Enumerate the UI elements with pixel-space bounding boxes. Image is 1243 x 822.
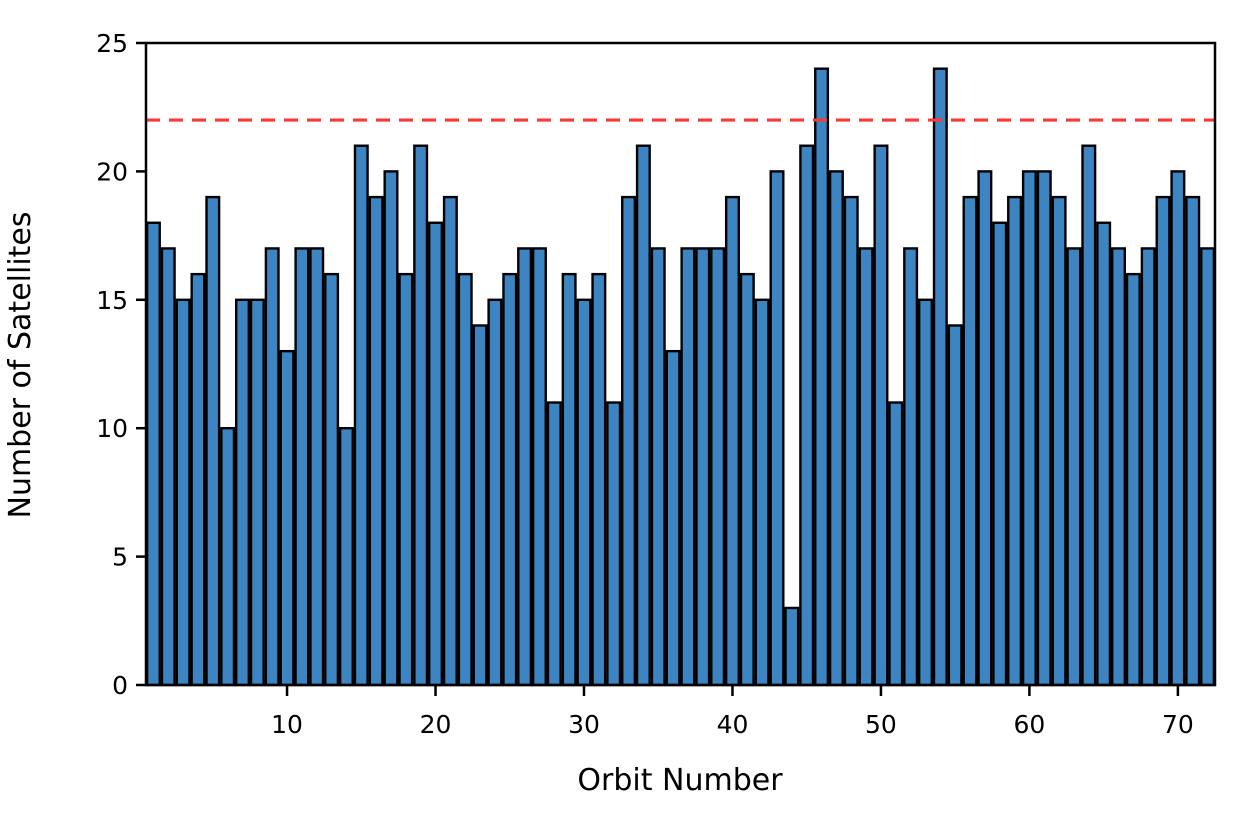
bar: [1096, 221, 1112, 687]
ticks-layer: 0 5 10 15 20 25 10 20 30 40 50 60 70: [96, 29, 1194, 739]
bar: [457, 272, 473, 687]
bar: [665, 349, 681, 687]
bar: [398, 272, 414, 687]
bar: [724, 195, 740, 687]
bar: [145, 221, 161, 687]
bar: [680, 247, 696, 687]
x-tick-label: 60: [1014, 710, 1046, 739]
x-tick-label: 50: [865, 710, 897, 739]
y-tick-label: 5: [112, 543, 128, 572]
bar: [428, 221, 444, 687]
y-tick-label: 10: [96, 414, 128, 443]
bar: [175, 298, 191, 687]
bar: [546, 401, 562, 687]
bar: [309, 247, 325, 687]
bar: [799, 144, 815, 687]
bar: [1110, 247, 1126, 687]
bar: [487, 298, 503, 687]
bar: [814, 67, 830, 687]
bar: [754, 298, 770, 687]
bar: [561, 272, 577, 687]
bar: [695, 247, 711, 687]
y-axis-label: Number of Satellites: [3, 211, 38, 518]
bar: [858, 247, 874, 687]
bar: [784, 606, 800, 687]
bar: [264, 247, 280, 687]
bar: [160, 247, 176, 687]
bar: [873, 144, 889, 687]
bar: [769, 170, 785, 687]
bar: [1066, 247, 1082, 687]
x-tick-label: 10: [271, 710, 303, 739]
bar: [932, 67, 948, 687]
bar: [1140, 247, 1156, 687]
bar: [235, 298, 251, 687]
bar: [606, 401, 622, 687]
bar: [531, 247, 547, 687]
axes-frame-layer: [144, 41, 1217, 687]
bar: [739, 272, 755, 687]
x-tick-label: 70: [1162, 710, 1194, 739]
bar: [472, 324, 488, 687]
bar: [368, 195, 384, 687]
x-axis-label: Orbit Number: [577, 763, 783, 798]
bar: [621, 195, 637, 687]
bar: [962, 195, 978, 687]
bar: [205, 195, 221, 687]
bar: [190, 272, 206, 687]
bar: [294, 247, 310, 687]
bar: [502, 272, 518, 687]
bar: [1185, 195, 1201, 687]
bar: [1170, 170, 1186, 687]
bar: [828, 170, 844, 687]
bar: [710, 247, 726, 687]
bar: [1051, 195, 1067, 687]
bar: [903, 247, 919, 687]
bar: [591, 272, 607, 687]
bar: [888, 401, 904, 687]
bar: [947, 324, 963, 687]
x-tick-label: 20: [420, 710, 452, 739]
bar: [324, 272, 340, 687]
bar: [220, 427, 236, 687]
bars-layer: [145, 67, 1216, 687]
bar: [1081, 144, 1097, 687]
bar: [338, 427, 354, 687]
bar: [517, 247, 533, 687]
bar: [249, 298, 265, 687]
bar: [279, 349, 295, 687]
bar: [442, 195, 458, 687]
bar: [576, 298, 592, 687]
y-tick-label: 15: [96, 286, 128, 315]
bar: [1200, 247, 1216, 687]
bar: [917, 298, 933, 687]
x-tick-label: 40: [717, 710, 749, 739]
bar: [1007, 195, 1023, 687]
bar: [1021, 170, 1037, 687]
y-tick-label: 20: [96, 157, 128, 186]
bar: [1155, 195, 1171, 687]
bar: [650, 247, 666, 687]
x-tick-label: 30: [568, 710, 600, 739]
bar: [413, 144, 429, 687]
plot-frame: [144, 41, 1217, 687]
y-tick-label: 25: [96, 29, 128, 58]
bar: [1036, 170, 1052, 687]
bar: [1125, 272, 1141, 687]
bar: [992, 221, 1008, 687]
y-tick-label: 0: [112, 671, 128, 700]
bar: [843, 195, 859, 687]
bar: [383, 170, 399, 687]
bar: [635, 144, 651, 687]
bar: [353, 144, 369, 687]
bar: [977, 170, 993, 687]
